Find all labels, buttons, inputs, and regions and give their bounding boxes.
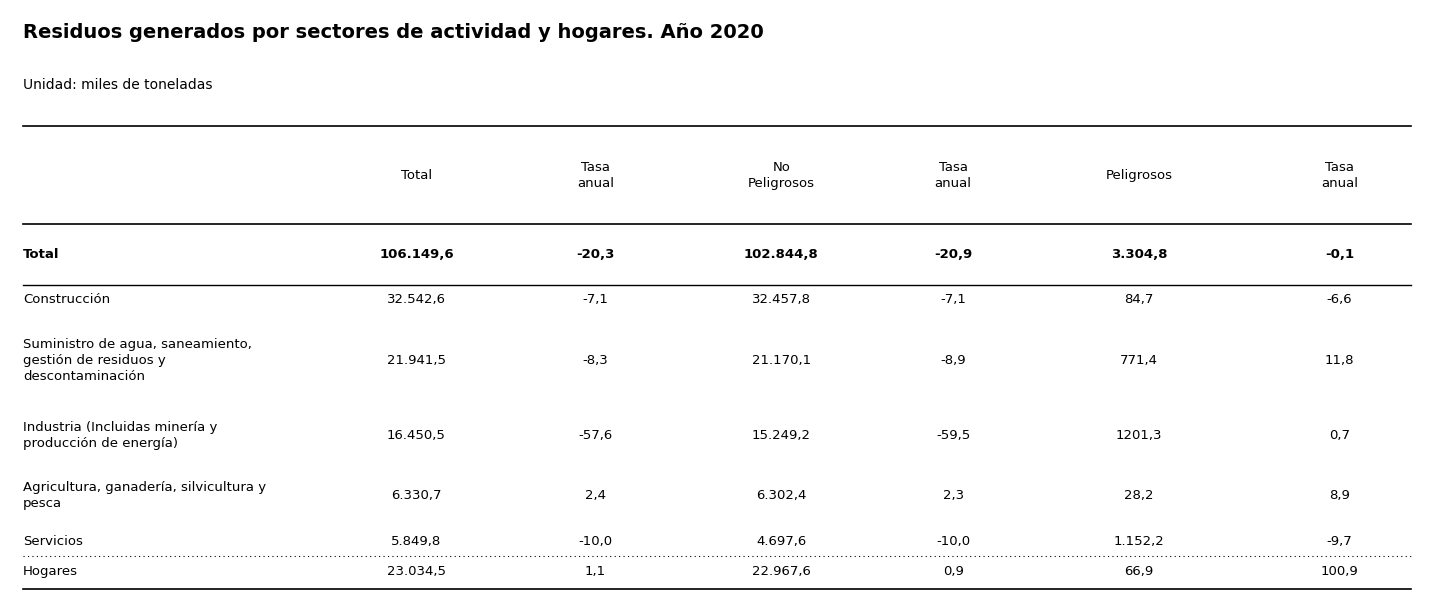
Text: 2,3: 2,3 <box>942 489 964 502</box>
Text: 15.249,2: 15.249,2 <box>751 429 810 442</box>
Text: -20,9: -20,9 <box>934 248 972 261</box>
Text: 16.450,5: 16.450,5 <box>387 429 446 442</box>
Text: 11,8: 11,8 <box>1325 354 1354 367</box>
Text: -59,5: -59,5 <box>936 429 971 442</box>
Text: -7,1: -7,1 <box>582 293 608 306</box>
Text: Hogares: Hogares <box>23 565 77 578</box>
Text: 771,4: 771,4 <box>1120 354 1159 367</box>
Text: -9,7: -9,7 <box>1326 534 1352 548</box>
Text: No
Peligrosos: No Peligrosos <box>749 160 815 190</box>
Text: 84,7: 84,7 <box>1124 293 1154 306</box>
Text: 0,9: 0,9 <box>942 565 964 578</box>
Text: -57,6: -57,6 <box>578 429 612 442</box>
Text: -10,0: -10,0 <box>578 534 612 548</box>
Text: 23.034,5: 23.034,5 <box>387 565 446 578</box>
Text: Tasa
anual: Tasa anual <box>576 160 614 190</box>
Text: Construcción: Construcción <box>23 293 110 306</box>
Text: 6.302,4: 6.302,4 <box>756 489 806 502</box>
Text: Unidad: miles de toneladas: Unidad: miles de toneladas <box>23 78 212 92</box>
Text: -8,9: -8,9 <box>941 354 967 367</box>
Text: -8,3: -8,3 <box>582 354 608 367</box>
Text: -20,3: -20,3 <box>576 248 615 261</box>
Text: 100,9: 100,9 <box>1321 565 1358 578</box>
Text: Servicios: Servicios <box>23 534 83 548</box>
Text: 1,1: 1,1 <box>585 565 607 578</box>
Text: Peligrosos: Peligrosos <box>1106 168 1173 182</box>
Text: 106.149,6: 106.149,6 <box>379 248 453 261</box>
Text: 3.304,8: 3.304,8 <box>1111 248 1167 261</box>
Text: 1.152,2: 1.152,2 <box>1114 534 1164 548</box>
Text: -10,0: -10,0 <box>936 534 971 548</box>
Text: 2,4: 2,4 <box>585 489 605 502</box>
Text: 102.844,8: 102.844,8 <box>744 248 819 261</box>
Text: 8,9: 8,9 <box>1329 489 1349 502</box>
Text: 28,2: 28,2 <box>1124 489 1154 502</box>
Text: -7,1: -7,1 <box>941 293 967 306</box>
Text: Total: Total <box>23 248 59 261</box>
Text: 6.330,7: 6.330,7 <box>391 489 442 502</box>
Text: Suministro de agua, saneamiento,
gestión de residuos y
descontaminación: Suministro de agua, saneamiento, gestión… <box>23 338 252 382</box>
Text: Residuos generados por sectores de actividad y hogares. Año 2020: Residuos generados por sectores de activ… <box>23 23 764 42</box>
Text: -6,6: -6,6 <box>1326 293 1352 306</box>
Text: 4.697,6: 4.697,6 <box>756 534 806 548</box>
Text: 22.967,6: 22.967,6 <box>751 565 810 578</box>
Text: Agricultura, ganadería, silvicultura y
pesca: Agricultura, ganadería, silvicultura y p… <box>23 481 265 510</box>
Text: 32.542,6: 32.542,6 <box>387 293 446 306</box>
Text: 66,9: 66,9 <box>1124 565 1154 578</box>
Text: 21.941,5: 21.941,5 <box>387 354 446 367</box>
Text: Tasa
anual: Tasa anual <box>935 160 972 190</box>
Text: 32.457,8: 32.457,8 <box>751 293 810 306</box>
Text: Industria (Incluidas minería y
producción de energía): Industria (Incluidas minería y producció… <box>23 421 217 450</box>
Text: 1201,3: 1201,3 <box>1116 429 1163 442</box>
Text: Total: Total <box>402 168 432 182</box>
Text: 0,7: 0,7 <box>1329 429 1349 442</box>
Text: 5.849,8: 5.849,8 <box>391 534 442 548</box>
Text: Tasa
anual: Tasa anual <box>1321 160 1358 190</box>
Text: 21.170,1: 21.170,1 <box>751 354 812 367</box>
Text: -0,1: -0,1 <box>1325 248 1354 261</box>
